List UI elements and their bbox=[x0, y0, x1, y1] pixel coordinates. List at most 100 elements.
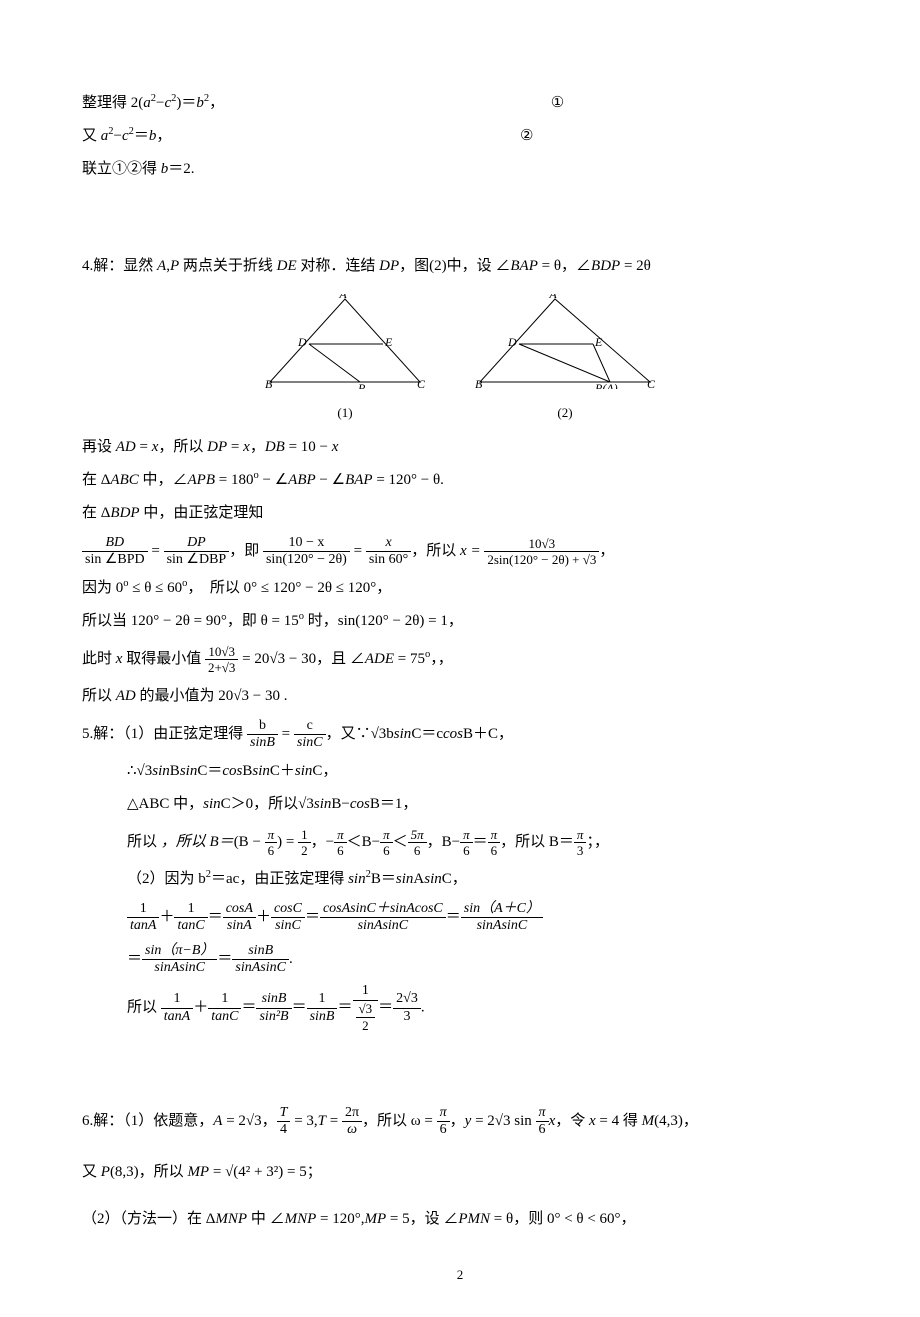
p4-l3: 在 ΔABC 中，∠APB = 180o − ∠ABP − ∠BAP = 120… bbox=[82, 467, 838, 494]
f: sinBsinAsinC bbox=[232, 943, 289, 978]
d: 6 bbox=[488, 843, 501, 859]
t: ， bbox=[250, 439, 265, 455]
v: APB bbox=[188, 472, 216, 488]
t: ＝ bbox=[473, 834, 488, 850]
frac-bd: BDsin ∠BPD bbox=[82, 535, 148, 570]
t: ＋ bbox=[193, 1000, 208, 1016]
i: sin bbox=[203, 796, 221, 812]
t: ＝ac，由正弦定理得 bbox=[211, 871, 348, 887]
d: 6 bbox=[334, 843, 347, 859]
d: 6 bbox=[460, 843, 473, 859]
d: 6 bbox=[265, 843, 278, 859]
t: ， bbox=[450, 1113, 465, 1129]
t: ＋ bbox=[159, 909, 174, 925]
f: π6 bbox=[488, 827, 501, 859]
n: c bbox=[294, 718, 326, 736]
f: 1tanC bbox=[174, 901, 207, 936]
eq: = bbox=[148, 543, 164, 559]
t: = bbox=[227, 439, 243, 455]
v: MP bbox=[364, 1211, 386, 1227]
d: sinB bbox=[247, 735, 278, 752]
var-A: A bbox=[157, 258, 166, 274]
var: BAP bbox=[510, 258, 538, 274]
d: 6 bbox=[437, 1122, 450, 1139]
v: DP bbox=[207, 439, 227, 455]
i: sin bbox=[396, 871, 414, 887]
t: = bbox=[136, 439, 152, 455]
t: 此时 bbox=[82, 651, 116, 667]
f: π6 bbox=[460, 827, 473, 859]
i: sin bbox=[424, 871, 442, 887]
svg-text:A: A bbox=[548, 294, 557, 301]
t: B＝1， bbox=[370, 796, 418, 812]
svg-text:B: B bbox=[265, 377, 273, 389]
p5-l2: ∴√3sinBsinC＝cosBsinC＋sinC， bbox=[82, 758, 838, 785]
n: sinB bbox=[256, 991, 291, 1009]
d: 3 bbox=[393, 1009, 421, 1026]
t: = 2√3， bbox=[222, 1113, 276, 1129]
t: ＝ bbox=[337, 1000, 352, 1016]
t: ，B− bbox=[427, 834, 460, 850]
n: 1 bbox=[353, 983, 379, 1001]
f: sin（π−B）sinAsinC bbox=[142, 943, 217, 978]
frac-10x: 10 − xsin(120° − 2θ) bbox=[263, 535, 350, 570]
t: 5.解：（1）由正弦定理得 bbox=[82, 726, 247, 742]
v: M bbox=[642, 1113, 655, 1129]
n: 1 bbox=[127, 901, 159, 919]
t: = 5，设 ∠ bbox=[386, 1211, 458, 1227]
p4-l9: 所以 AD 的最小值为 20√3 − 30 . bbox=[82, 683, 838, 710]
t: ，所以 bbox=[411, 543, 460, 559]
n: 2√3 bbox=[393, 991, 421, 1009]
triangle-1-svg: A B C D E P bbox=[265, 294, 425, 389]
txt: ，图(2)中，设 ∠ bbox=[399, 258, 510, 274]
txt: 整理得 2( bbox=[82, 95, 143, 111]
frac-x: xsin 60° bbox=[366, 535, 411, 570]
var-c: c bbox=[122, 128, 129, 144]
t: ∴√3 bbox=[127, 763, 152, 779]
t: (8,3)，所以 bbox=[110, 1164, 188, 1180]
v: ABC bbox=[110, 472, 138, 488]
f: √32 bbox=[356, 1001, 376, 1033]
n: BD bbox=[82, 535, 148, 553]
t: . bbox=[421, 1000, 425, 1016]
t: = 10 − bbox=[285, 439, 332, 455]
f: π6 bbox=[334, 827, 347, 859]
f: 1tanA bbox=[161, 991, 193, 1026]
f: cosAsinC＋sinAcosCsinAsinC bbox=[320, 901, 446, 936]
n: π bbox=[265, 827, 278, 844]
t: ＜ bbox=[393, 834, 408, 850]
n: cosA bbox=[223, 901, 256, 919]
d: sinB bbox=[307, 1009, 338, 1026]
t: 在 Δ bbox=[82, 505, 110, 521]
t: ，即 bbox=[229, 543, 263, 559]
t: B− bbox=[331, 796, 349, 812]
d: 6 bbox=[380, 843, 393, 859]
svg-text:B: B bbox=[475, 377, 483, 389]
t: 中 ∠ bbox=[247, 1211, 285, 1227]
t: 在 Δ bbox=[82, 472, 110, 488]
txt: 对称．连结 bbox=[297, 258, 380, 274]
v: x bbox=[589, 1113, 596, 1129]
i: sin bbox=[394, 726, 412, 742]
t: 6.解：（1）依题意， bbox=[82, 1113, 213, 1129]
d: sin ∠DBP bbox=[164, 552, 230, 569]
d: sin²B bbox=[256, 1009, 291, 1026]
var-a: a bbox=[143, 95, 151, 111]
t: ，所以 B＝ bbox=[500, 834, 574, 850]
i: sin bbox=[295, 763, 313, 779]
t: C， bbox=[312, 763, 337, 779]
n: DP bbox=[164, 535, 230, 553]
n: sinB bbox=[232, 943, 289, 961]
v: x bbox=[243, 439, 250, 455]
n: 5π bbox=[408, 827, 427, 844]
n: T bbox=[277, 1105, 291, 1123]
n: cosAsinC＋sinAcosC bbox=[320, 901, 446, 919]
circled-2: ② bbox=[171, 123, 533, 150]
t: 所以 bbox=[127, 1000, 161, 1016]
n: π bbox=[437, 1105, 450, 1123]
t: ＜B− bbox=[347, 834, 380, 850]
f: π6 bbox=[380, 827, 393, 859]
d: sinC bbox=[271, 918, 305, 935]
svg-text:P(A): P(A) bbox=[594, 381, 618, 389]
t: = 20√3 − 30，且 ∠ bbox=[238, 651, 364, 667]
